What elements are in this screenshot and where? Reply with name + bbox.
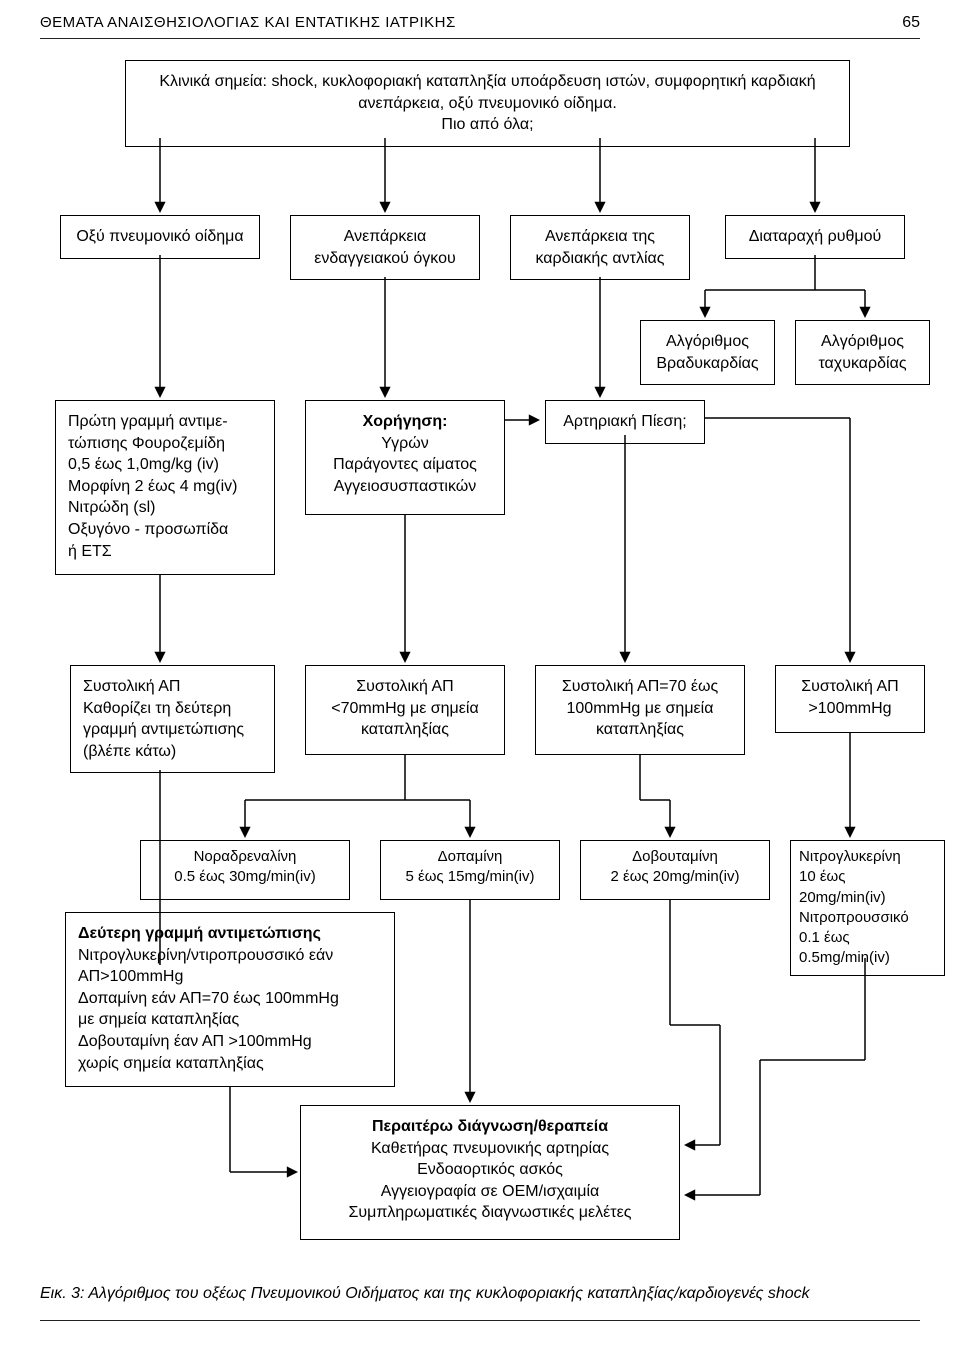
node-clinical-signs: Κλινικά σημεία: shock, κυκλοφοριακή κατα… (125, 60, 850, 147)
node-pump-failure: Ανεπάρκεια της καρδιακής αντλίας (510, 215, 690, 280)
node-tachycardia-algorithm: Αλγόριθμος ταχυκαρδίας (795, 320, 930, 385)
node-arterial-pressure: Αρτηριακή Πίεση; (545, 400, 705, 444)
header-rule (40, 38, 920, 39)
node-volume-depletion: Ανεπάρκεια ενδαγγειακού όγκου (290, 215, 480, 280)
node-systolic-gt100: Συστολική ΑΠ >100mmHg (775, 665, 925, 733)
node-acute-pulmonary-edema: Οξύ πνευμονικό οίδημα (60, 215, 260, 259)
node-first-line: Πρώτη γραμμή αντιμε- τώπισης Φουροζεμίδη… (55, 400, 275, 575)
node-second-line-body: Νιτρογλυκερίνη/ντιροπρουσσικό εάν ΑΠ>100… (78, 947, 339, 1072)
node-nitroglycerin: Νιτρογλυκερίνη 10 έως 20mg/min(iv) Νιτρο… (790, 840, 945, 976)
node-bradycardia-algorithm: Αλγόριθμος Βραδυκαρδίας (640, 320, 775, 385)
node-further-diagnosis-title: Περαιτέρω διάγνωση/θεραπεία (372, 1118, 608, 1135)
node-systolic-determines: Συστολική ΑΠ Καθορίζει τη δεύτερη γραμμή… (70, 665, 275, 773)
header-page-number: 65 (902, 14, 920, 32)
node-systolic-70-100: Συστολική ΑΠ=70 έως 100mmHg με σημεία κα… (535, 665, 745, 755)
figure-caption: Εικ. 3: Αλγόριθμος του οξέως Πνευμονικού… (40, 1285, 810, 1303)
node-rhythm-disturbance: Διαταραχή ρυθμού (725, 215, 905, 259)
node-administration: Χορήγηση: Υγρών Παράγοντες αίματος Αγγει… (305, 400, 505, 515)
node-dopamine: Δοπαμίνη 5 έως 15mg/min(iv) (380, 840, 560, 900)
footer-rule (40, 1320, 920, 1321)
node-systolic-lt70: Συστολική ΑΠ <70mmHg με σημεία καταπληξί… (305, 665, 505, 755)
node-further-diagnosis-body: Καθετήρας πνευμονικής αρτηρίας Ενδοαορτι… (349, 1140, 632, 1222)
node-noradrenaline: Νοραδρεναλίνη 0.5 έως 30mg/min(iv) (140, 840, 350, 900)
node-administration-title: Χορήγηση: (363, 413, 448, 430)
node-administration-body: Υγρών Παράγοντες αίματος Αγγειοσυσπαστικ… (333, 435, 477, 495)
node-dobutamine: Δοβουταμίνη 2 έως 20mg/min(iv) (580, 840, 770, 900)
node-further-diagnosis: Περαιτέρω διάγνωση/θεραπεία Καθετήρας πν… (300, 1105, 680, 1240)
header-title: ΘΕΜΑΤΑ ΑΝΑΙΣΘΗΣΙΟΛΟΓΙΑΣ ΚΑΙ ΕΝΤΑΤΙΚΗΣ ΙΑ… (40, 14, 456, 31)
node-second-line: Δεύτερη γραμμή αντιμετώπισης Νιτρογλυκερ… (65, 912, 395, 1087)
node-second-line-title: Δεύτερη γραμμή αντιμετώπισης (78, 925, 321, 942)
